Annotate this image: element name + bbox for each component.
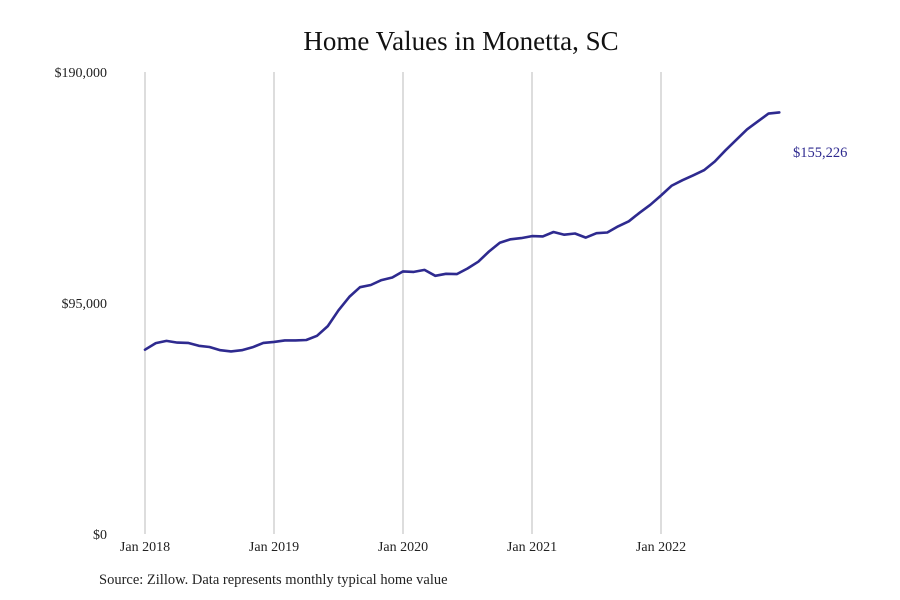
data-point bbox=[434, 275, 436, 277]
end-value-label: $155,226 bbox=[793, 145, 847, 161]
data-point bbox=[337, 309, 339, 311]
data-point bbox=[219, 349, 221, 351]
data-point bbox=[402, 270, 404, 272]
data-point bbox=[144, 348, 146, 350]
data-point bbox=[509, 238, 511, 240]
data-point bbox=[316, 335, 318, 337]
x-axis: Jan 2018 Jan 2019 Jan 2020 Jan 2021 Jan 2022 bbox=[120, 540, 686, 555]
data-point bbox=[165, 340, 167, 342]
data-point bbox=[552, 231, 554, 233]
data-point bbox=[380, 279, 382, 281]
data-point bbox=[230, 350, 232, 352]
data-point bbox=[767, 112, 769, 114]
source-note: Source: Zillow. Data represents monthly … bbox=[99, 572, 448, 588]
series-layer: $155,226 bbox=[143, 111, 847, 353]
data-point bbox=[359, 286, 361, 288]
data-point bbox=[251, 346, 253, 348]
data-point bbox=[176, 341, 178, 343]
data-point bbox=[724, 149, 726, 151]
data-point bbox=[466, 267, 468, 269]
data-point bbox=[638, 212, 640, 214]
data-point bbox=[198, 345, 200, 347]
data-point bbox=[735, 139, 737, 141]
data-point bbox=[778, 111, 780, 113]
data-point bbox=[757, 120, 759, 122]
data-point bbox=[531, 235, 533, 237]
data-point bbox=[563, 233, 565, 235]
data-point bbox=[746, 128, 748, 130]
x-tick-label: Jan 2022 bbox=[636, 540, 686, 555]
x-tick-label: Jan 2020 bbox=[378, 540, 428, 555]
data-point bbox=[703, 169, 705, 171]
data-point bbox=[370, 284, 372, 286]
data-point bbox=[456, 273, 458, 275]
y-axis: $0 $95,000 $190,000 bbox=[55, 66, 108, 543]
series-line bbox=[143, 111, 781, 353]
y-tick-label: $95,000 bbox=[62, 297, 108, 312]
data-point bbox=[671, 184, 673, 186]
data-point bbox=[681, 179, 683, 181]
data-point bbox=[241, 349, 243, 351]
data-point bbox=[262, 342, 264, 344]
data-point bbox=[284, 339, 286, 341]
data-point bbox=[617, 225, 619, 227]
data-point bbox=[348, 296, 350, 298]
grid-layer bbox=[144, 72, 662, 534]
data-point bbox=[477, 260, 479, 262]
data-point bbox=[595, 232, 597, 234]
data-point bbox=[208, 346, 210, 348]
data-point bbox=[660, 194, 662, 196]
x-tick-label: Jan 2021 bbox=[507, 540, 557, 555]
data-point bbox=[294, 339, 296, 341]
data-point bbox=[305, 339, 307, 341]
chart-title: Home Values in Monetta, SC bbox=[303, 26, 619, 56]
y-tick-label: $190,000 bbox=[55, 66, 108, 81]
data-point bbox=[327, 325, 329, 327]
data-point bbox=[155, 342, 157, 344]
data-point bbox=[520, 237, 522, 239]
data-point bbox=[445, 273, 447, 275]
data-point bbox=[628, 220, 630, 222]
data-point bbox=[413, 271, 415, 273]
data-point bbox=[606, 231, 608, 233]
data-point bbox=[714, 160, 716, 162]
data-point bbox=[273, 341, 275, 343]
data-point bbox=[649, 204, 651, 206]
data-point bbox=[499, 241, 501, 243]
data-point bbox=[187, 342, 189, 344]
data-point bbox=[574, 232, 576, 234]
y-tick-label: $0 bbox=[93, 528, 107, 543]
data-point bbox=[585, 236, 587, 238]
x-tick-label: Jan 2019 bbox=[249, 540, 299, 555]
x-tick-label: Jan 2018 bbox=[120, 540, 170, 555]
data-point bbox=[542, 235, 544, 237]
data-point bbox=[423, 269, 425, 271]
data-point bbox=[391, 276, 393, 278]
data-point bbox=[488, 250, 490, 252]
data-point bbox=[692, 174, 694, 176]
